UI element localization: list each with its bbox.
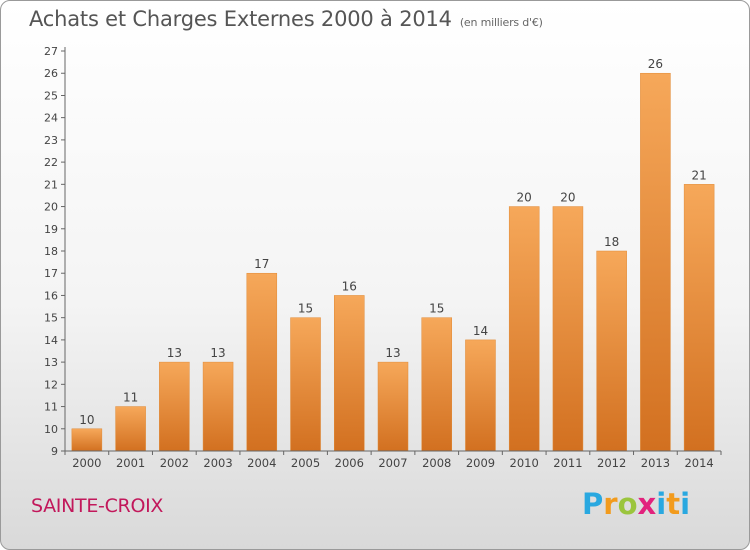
bar: [159, 361, 190, 452]
y-tick-label: 23: [44, 134, 58, 147]
bar-value-label: 13: [167, 346, 182, 360]
y-tick-label: 27: [44, 45, 58, 58]
y-tick-label: 21: [44, 178, 58, 191]
y-tick-label: 11: [44, 401, 58, 414]
bar-value-label: 20: [560, 191, 575, 205]
commune-name: SAINTE-CROIX: [31, 495, 164, 517]
bar-value-label: 17: [254, 257, 269, 271]
x-tick-label: 2000: [72, 456, 101, 470]
y-tick-label: 19: [44, 223, 58, 236]
logo-letter: t: [666, 487, 681, 521]
bar: [508, 206, 540, 452]
chart-subtitle: (en milliers d'€): [459, 16, 543, 29]
bar: [71, 428, 103, 452]
bar: [421, 317, 452, 452]
x-tick-label: 2001: [116, 456, 145, 470]
x-tick-label: 2003: [203, 456, 232, 470]
logo-letter: x: [637, 487, 657, 521]
y-tick-label: 12: [44, 378, 58, 391]
bar: [246, 272, 278, 452]
bar-value-label: 15: [429, 302, 444, 316]
proxiti-logo[interactable]: Proxiti: [582, 487, 690, 521]
bar-value-label: 16: [342, 279, 357, 293]
bar: [596, 250, 627, 452]
y-tick-label: 14: [44, 334, 58, 347]
bar-value-label: 10: [79, 413, 94, 427]
bar: [334, 295, 365, 452]
x-tick-label: 2013: [641, 456, 670, 470]
bar: [115, 406, 146, 452]
chart-title: Achats et Charges Externes 2000 à 2014 (e…: [29, 7, 543, 31]
y-tick-label: 18: [44, 245, 58, 258]
x-tick-label: 2014: [684, 456, 713, 470]
bar-value-label: 26: [648, 57, 663, 71]
y-tick-label: 22: [44, 156, 58, 169]
x-tick-label: 2007: [378, 456, 407, 470]
x-tick-label: 2004: [247, 456, 276, 470]
y-tick-label: 15: [44, 312, 58, 325]
x-tick-label: 2011: [553, 456, 582, 470]
bar-value-label: 13: [385, 346, 400, 360]
x-tick-label: 2002: [160, 456, 189, 470]
y-tick-label: 17: [44, 267, 58, 280]
bar-value-label: 11: [123, 391, 138, 405]
y-tick-label: 24: [44, 112, 58, 125]
y-tick-label: 16: [44, 289, 58, 302]
y-tick-label: 26: [44, 67, 58, 80]
y-tick-label: 20: [44, 201, 58, 214]
y-axis: 9 10 11 12 13 14 15 16 17 18 19 20 21 22 23 24 25 26 27: [44, 45, 66, 458]
logo-letter: i: [680, 487, 691, 521]
bar-value-label: 21: [691, 168, 706, 182]
chart-title-text: Achats et Charges Externes 2000 à 2014: [29, 7, 452, 31]
x-tick-label: 2009: [466, 456, 495, 470]
logo-letter: o: [617, 487, 638, 521]
logo-letter: P: [582, 487, 604, 521]
bar: [202, 361, 234, 452]
bar-value-label: 20: [517, 191, 532, 205]
bar: [552, 206, 584, 452]
bars-group: 10 11 13 13 17 15 16 13 15 14 20 20 18 26 21: [71, 57, 715, 452]
bar: [465, 339, 496, 452]
logo-letter: i: [656, 487, 667, 521]
bar: [377, 361, 409, 452]
x-axis: 2000 2001 2002 2003 2004 2005 2006 2007 2008 2009…: [64, 450, 722, 470]
bar: [683, 184, 715, 452]
y-tick-label: 9: [51, 445, 58, 458]
bar: [290, 317, 321, 452]
x-tick-label: 2008: [422, 456, 451, 470]
bar-value-label: 14: [473, 324, 488, 338]
bar: [640, 72, 671, 452]
bar-value-label: 13: [210, 346, 225, 360]
x-tick-label: 2012: [597, 456, 626, 470]
y-tick-label: 13: [44, 356, 58, 369]
x-tick-label: 2005: [291, 456, 320, 470]
bar-value-label: 15: [298, 302, 313, 316]
x-tick-label: 2006: [335, 456, 364, 470]
x-tick-label: 2010: [510, 456, 539, 470]
bar-value-label: 18: [604, 235, 619, 249]
y-tick-label: 10: [44, 423, 58, 436]
y-tick-label: 25: [44, 89, 58, 102]
logo-letter: r: [603, 487, 618, 521]
